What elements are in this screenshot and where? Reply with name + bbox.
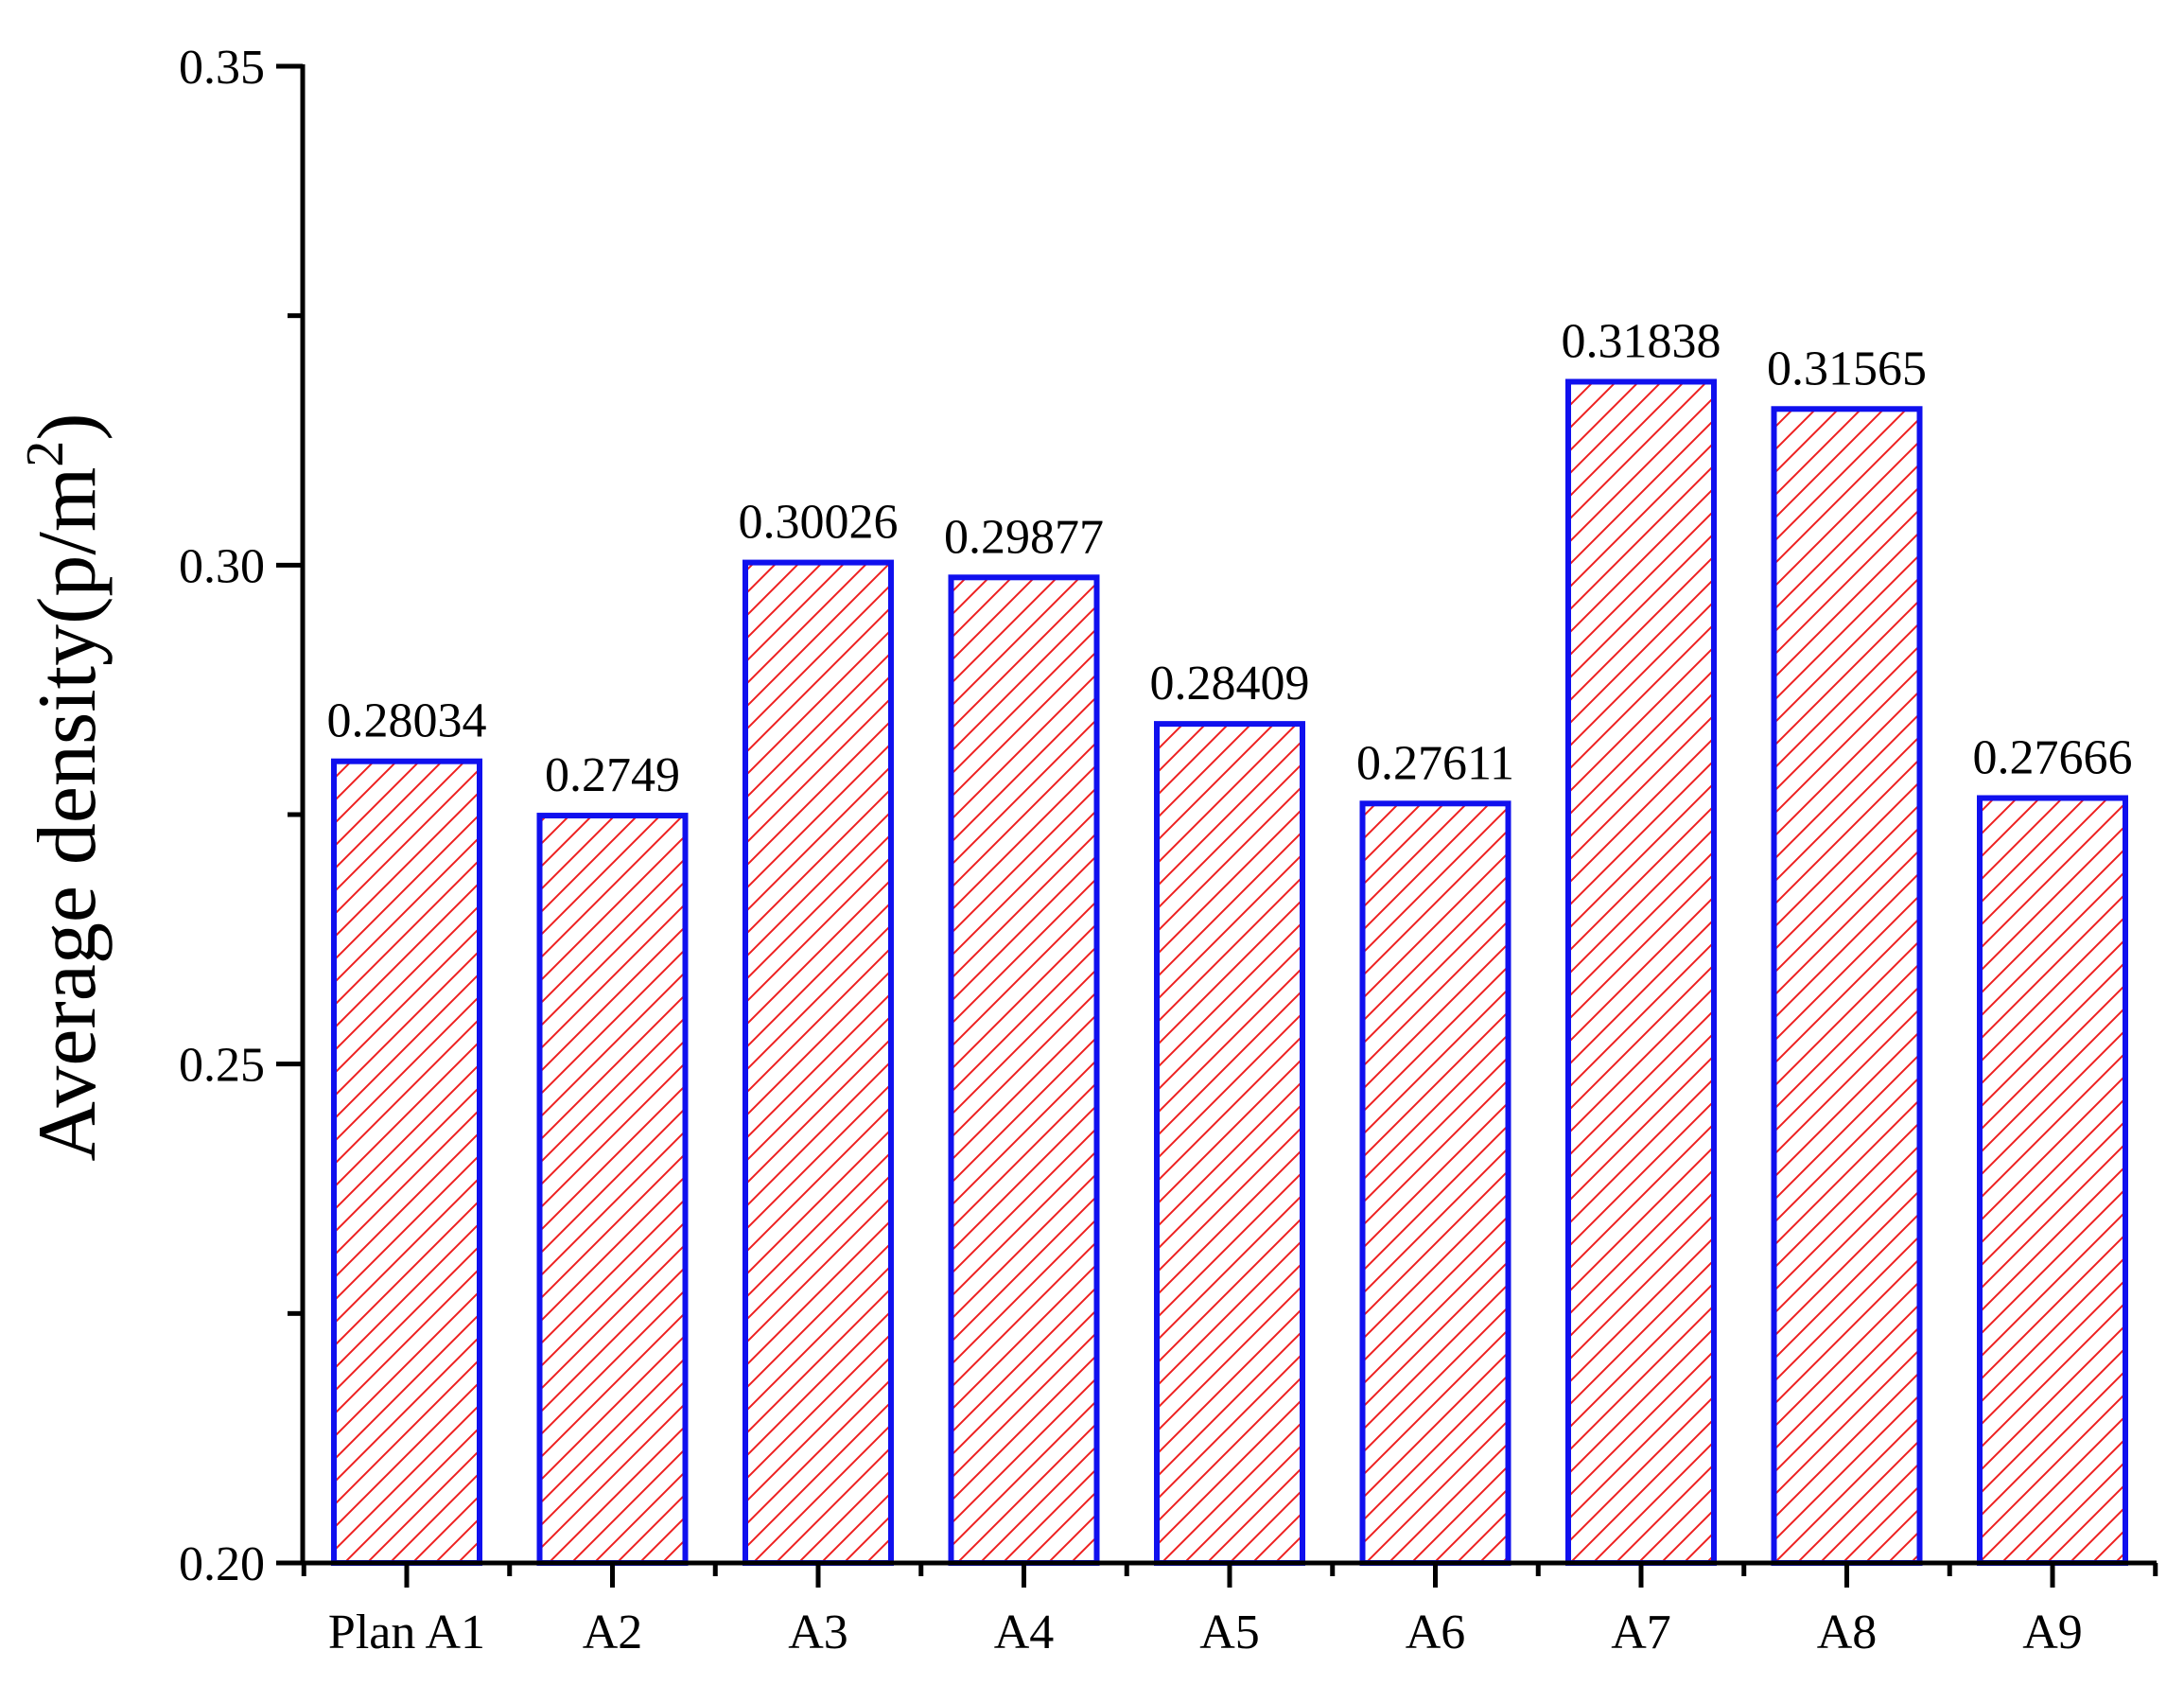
y-tick-label: 0.30 <box>179 539 265 593</box>
bars-layer <box>331 378 2128 1567</box>
y-tick-label: 0.20 <box>179 1537 265 1591</box>
bar-value-label: 0.31838 <box>1562 314 1721 368</box>
bar-value-label: 0.30026 <box>739 496 899 550</box>
x-tick-label: A4 <box>994 1606 1055 1659</box>
x-tick-label: A5 <box>1199 1606 1260 1659</box>
bar-a4 <box>948 574 1100 1566</box>
bar-value-label: 0.31565 <box>1767 342 1927 395</box>
data-labels-layer: 0.28034 0.2749 0.30026 0.29877 0.28409 0.2761… <box>327 314 2133 802</box>
bar-a9 <box>1977 795 2128 1566</box>
bar-value-label: 0.27666 <box>1973 730 2133 784</box>
bar-value-label: 0.27611 <box>1356 736 1514 790</box>
bar-a6 <box>1359 800 1511 1566</box>
x-tick-label: A3 <box>788 1606 848 1659</box>
x-ticks: Plan A1 A2 A3 A4 A5 A6 A7 A8 A9 <box>301 1563 2158 1659</box>
y-tick-label: 0.25 <box>179 1039 265 1093</box>
bar-value-label: 0.2749 <box>545 748 680 802</box>
y-axis-title-superscript: 2 <box>16 441 75 467</box>
bar-value-label: 0.28034 <box>327 694 487 748</box>
bar-plan-a1 <box>331 758 482 1566</box>
bar-value-label: 0.29877 <box>944 510 1104 564</box>
axes: 0.20 0.25 0.30 0.35 Plan A1 A2 A3 A4 A5 A6 A7 A8 A9 <box>179 41 2158 1659</box>
x-tick-label: A7 <box>1611 1606 1671 1659</box>
y-axis-title-suffix: ) <box>22 412 114 440</box>
x-tick-label: A6 <box>1406 1606 1466 1659</box>
bar-a7 <box>1565 378 1717 1566</box>
bar-a2 <box>536 813 689 1566</box>
y-tick-label: 0.35 <box>179 41 265 95</box>
bar-value-label: 0.28409 <box>1150 657 1310 711</box>
x-tick-label: A9 <box>2022 1606 2083 1659</box>
x-tick-label: A8 <box>1817 1606 1878 1659</box>
y-axis-title-main: Average density(p/m <box>22 467 114 1162</box>
y-ticks: 0.20 0.25 0.30 0.35 <box>179 41 303 1591</box>
x-tick-label: Plan A1 <box>328 1606 485 1659</box>
bar-a8 <box>1771 406 1923 1567</box>
bar-a3 <box>743 559 894 1566</box>
y-axis-title: Average density(p/m2) <box>16 412 114 1161</box>
bar-a5 <box>1154 721 1305 1566</box>
x-tick-label: A2 <box>583 1606 643 1659</box>
